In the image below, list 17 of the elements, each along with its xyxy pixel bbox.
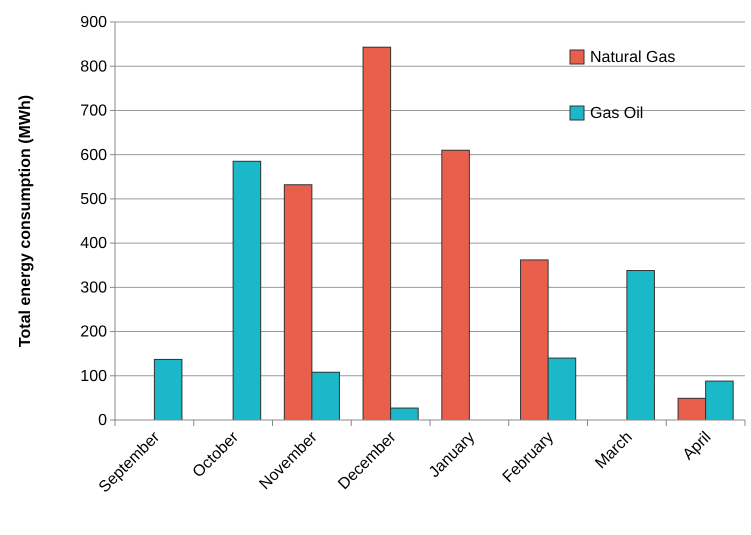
y-tick-label: 200 xyxy=(80,324,108,341)
y-tick-label: 700 xyxy=(80,102,108,120)
bar xyxy=(154,358,182,420)
legend-label: Natural Gas xyxy=(590,49,676,66)
y-tick-label: 400 xyxy=(80,235,108,252)
y-tick-label: 500 xyxy=(80,191,108,208)
y-tick-label: 0 xyxy=(98,412,108,430)
bar xyxy=(441,150,470,420)
y-tick-label: 900 xyxy=(80,14,108,32)
y-axis-title: Total energy consumption (MWh) xyxy=(17,94,34,348)
bar xyxy=(232,160,262,420)
y-tick-label: 100 xyxy=(80,368,108,385)
y-tick-label: 800 xyxy=(80,58,108,76)
y-tick-label: 600 xyxy=(80,146,108,164)
bar xyxy=(626,270,655,420)
y-tick-label: 300 xyxy=(80,279,108,296)
legend-label: Gas Oil xyxy=(590,105,644,122)
